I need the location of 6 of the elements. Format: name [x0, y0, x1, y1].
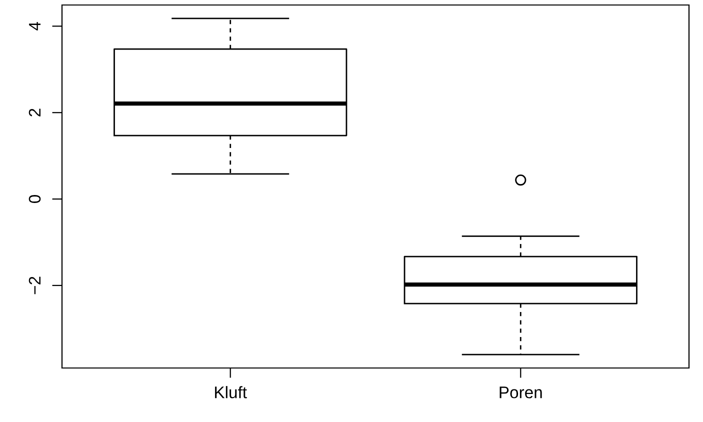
y-tick-label: 4: [29, 22, 40, 30]
x-tick-label: Poren: [500, 386, 542, 398]
y-tick-label: −2: [28, 276, 40, 294]
y-tick-label: 2: [28, 108, 40, 116]
x-tick-label: Kluft: [215, 386, 247, 398]
y-tick-label: 0: [28, 195, 41, 204]
